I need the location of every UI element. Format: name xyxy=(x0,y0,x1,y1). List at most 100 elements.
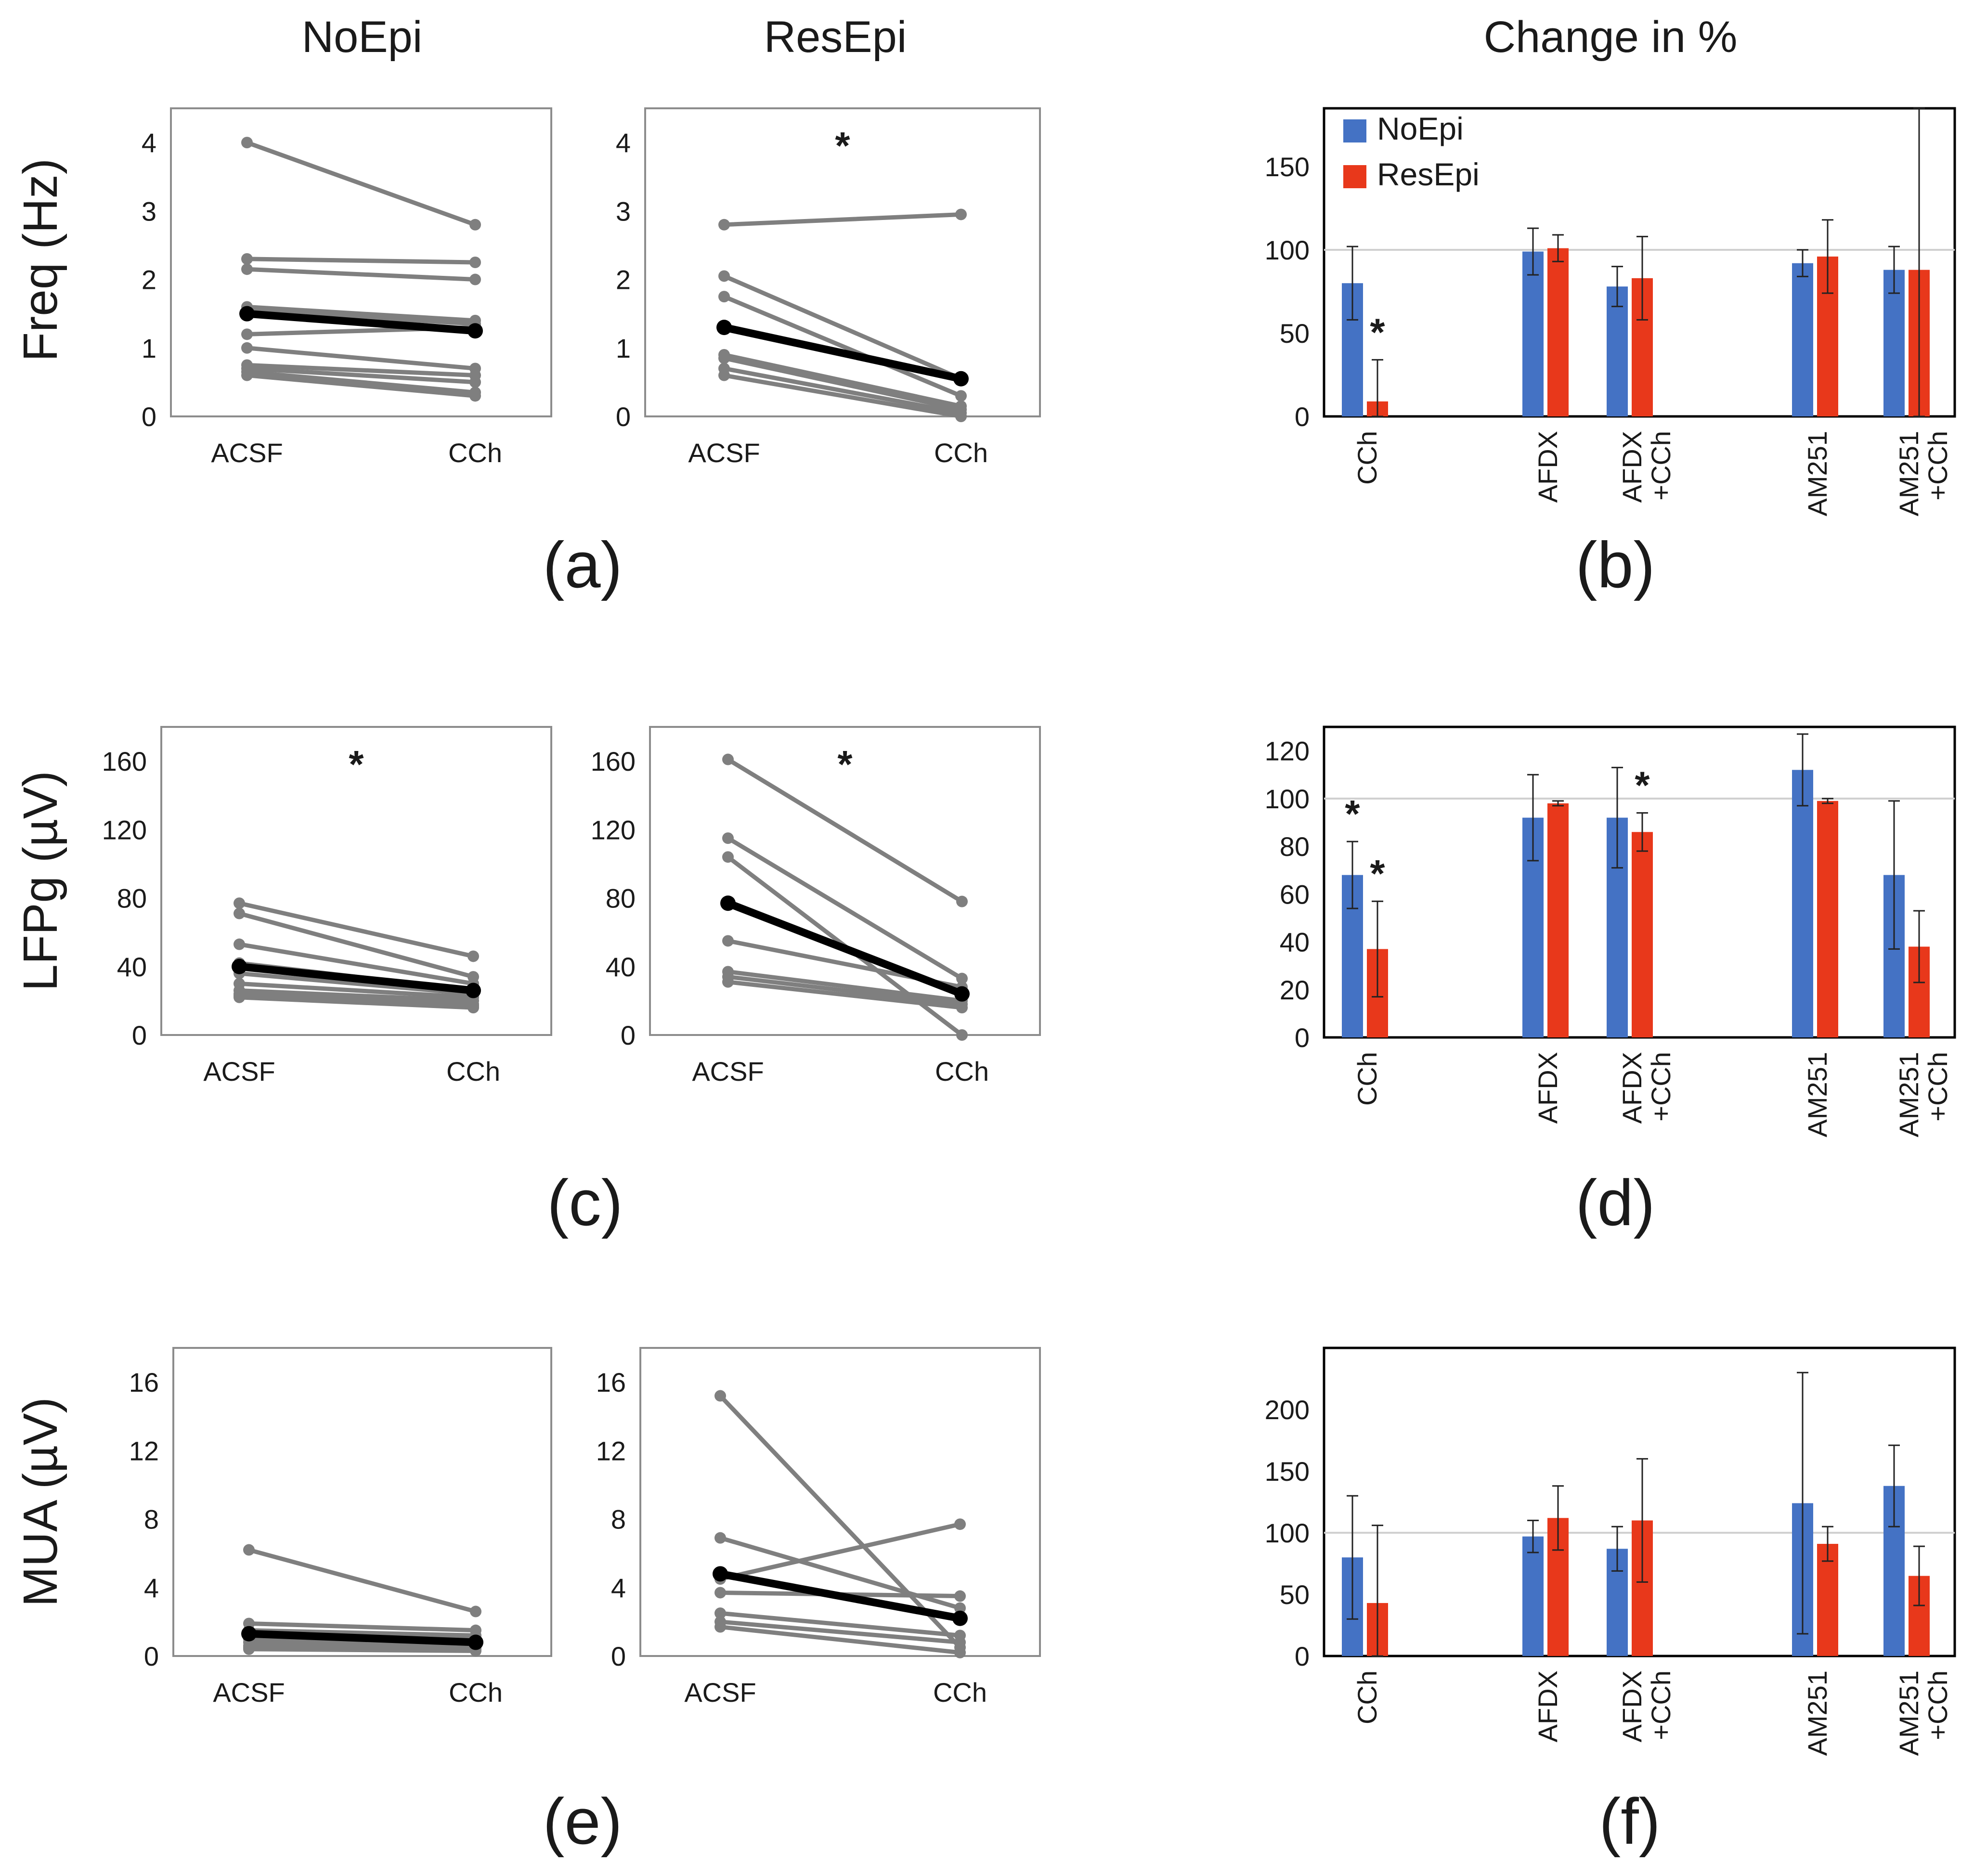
plot-frame xyxy=(649,726,1041,1036)
x-category-label: AFDX xyxy=(1532,1670,1563,1742)
individual-series xyxy=(718,208,967,231)
column-title-1: ResEpi xyxy=(764,13,907,62)
y-tick-label: 0 xyxy=(621,1020,636,1050)
x-category-label-line: +CCh xyxy=(1646,431,1676,501)
y-tick-label: 12 xyxy=(596,1436,626,1466)
individual-series xyxy=(722,832,968,984)
y-tick-label: 0 xyxy=(611,1641,626,1671)
x-category-label-line: +CCh xyxy=(1646,1052,1676,1122)
error-bar xyxy=(1913,107,1925,417)
mean-point xyxy=(239,306,255,322)
series-line xyxy=(237,942,476,986)
data-point xyxy=(234,991,245,1003)
mean-point xyxy=(468,1634,483,1650)
series-line xyxy=(718,1619,962,1645)
bar-noepi xyxy=(1522,251,1544,416)
data-point xyxy=(234,907,245,919)
mean-line xyxy=(724,899,966,998)
bar-noepi xyxy=(1792,263,1813,416)
y-tick-label: 0 xyxy=(1295,1022,1310,1053)
error-bar xyxy=(1611,1526,1623,1572)
error-bar xyxy=(1636,812,1648,852)
y-tick-label: 16 xyxy=(129,1367,159,1397)
error-bar xyxy=(1888,246,1900,294)
y-tick-label: 4 xyxy=(616,128,631,158)
x-category-label: CCh xyxy=(1352,431,1382,485)
individual-series xyxy=(241,369,481,402)
x-category-label-line: AFDX xyxy=(1617,1052,1647,1124)
x-category-label: AM251 xyxy=(1802,1670,1832,1756)
data-point xyxy=(718,219,730,231)
y-tick-label: 100 xyxy=(1265,784,1310,814)
chart-e-noepi: 0 4 8 12 16 ACSF CCh xyxy=(129,1347,552,1708)
y-tick-label: 100 xyxy=(1265,1518,1310,1548)
data-point xyxy=(954,1636,966,1648)
y-tick-label: 80 xyxy=(606,883,636,914)
legend-label-noepi: NoEpi xyxy=(1377,111,1464,146)
error-bar xyxy=(1527,1519,1539,1553)
data-point xyxy=(718,270,730,282)
data-point xyxy=(470,1605,481,1617)
mean-series xyxy=(720,895,970,1002)
series-line xyxy=(245,366,478,385)
x-tick-label-acsf: ACSF xyxy=(688,438,760,468)
data-point xyxy=(955,390,967,402)
bar-resepi xyxy=(1547,248,1569,416)
mean-point xyxy=(713,1566,728,1582)
data-point xyxy=(956,895,968,907)
data-point xyxy=(955,411,967,422)
mean-point xyxy=(952,1610,968,1626)
y-tick-label: 0 xyxy=(144,1641,159,1671)
x-category-label-line: +CCh xyxy=(1922,431,1953,501)
mean-line xyxy=(245,1630,480,1646)
x-category-label-line: AFDX xyxy=(1532,1670,1563,1742)
data-point xyxy=(714,1390,726,1402)
individual-series xyxy=(234,897,479,962)
data-point xyxy=(469,273,481,285)
y-tick-label: 1 xyxy=(142,333,156,363)
plot-frame xyxy=(639,1347,1041,1657)
y-tick-label: 120 xyxy=(591,815,636,845)
error-bar xyxy=(1552,1485,1564,1551)
legend-swatch-noepi xyxy=(1343,119,1366,142)
individual-series xyxy=(714,1621,966,1658)
individual-series xyxy=(241,263,481,285)
x-tick-label-cch: CCh xyxy=(449,1677,503,1708)
x-category-label-line: AM251 xyxy=(1894,431,1924,516)
mean-point xyxy=(720,895,736,911)
row-label-2: MUA (µV) xyxy=(13,1397,67,1606)
series-line xyxy=(245,140,478,227)
x-category-label-line: +CCh xyxy=(1922,1670,1953,1740)
plot-frame xyxy=(644,107,1041,417)
series-line xyxy=(237,988,476,1003)
x-category-label-line: +CCh xyxy=(1922,1052,1953,1122)
significance-marker: * xyxy=(1370,852,1385,895)
data-point xyxy=(955,208,967,220)
x-category-label-line: CCh xyxy=(1352,1670,1382,1724)
series-line xyxy=(245,257,478,265)
bar-noepi xyxy=(1792,770,1813,1037)
chart-a-noepi: 0 1 2 3 4 ACSF CCh xyxy=(142,107,552,468)
x-tick-label-cch: CCh xyxy=(934,438,988,468)
error-bar xyxy=(1552,234,1564,262)
data-point xyxy=(954,1646,966,1658)
x-category-label: CCh xyxy=(1352,1052,1382,1106)
data-point xyxy=(718,291,730,303)
series-line xyxy=(722,212,963,227)
individual-series xyxy=(718,291,967,402)
series-line xyxy=(247,1548,478,1614)
x-category-label: AM251+CCh xyxy=(1894,1670,1953,1756)
data-point xyxy=(722,832,734,844)
individual-series xyxy=(234,991,479,1014)
error-bar xyxy=(1797,1371,1808,1635)
x-category-label-line: +CCh xyxy=(1646,1670,1676,1740)
error-bar xyxy=(1888,1444,1900,1527)
series-line xyxy=(237,981,476,1000)
series-line xyxy=(718,1611,962,1638)
data-point xyxy=(956,1029,968,1041)
error-bar xyxy=(1636,235,1648,321)
significance-marker: * xyxy=(837,743,853,786)
series-line xyxy=(722,294,963,398)
mean-line xyxy=(235,962,477,995)
